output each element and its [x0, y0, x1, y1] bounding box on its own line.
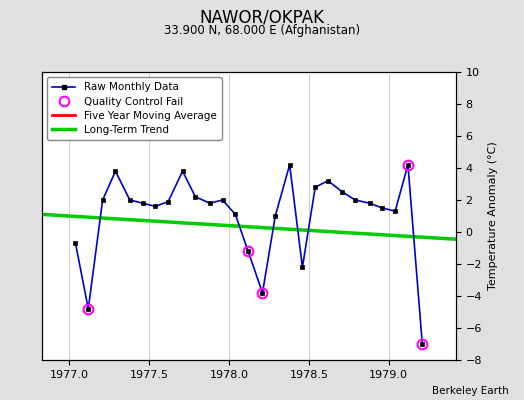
- Raw Monthly Data: [379, 206, 386, 210]
- Raw Monthly Data: [112, 169, 118, 174]
- Raw Monthly Data: [405, 162, 411, 167]
- Raw Monthly Data: [152, 204, 159, 209]
- Raw Monthly Data: [287, 162, 293, 167]
- Quality Control Fail: [259, 290, 266, 295]
- Text: 33.900 N, 68.000 E (Afghanistan): 33.900 N, 68.000 E (Afghanistan): [164, 24, 360, 37]
- Raw Monthly Data: [127, 198, 133, 202]
- Raw Monthly Data: [179, 169, 185, 174]
- Raw Monthly Data: [220, 198, 226, 202]
- Quality Control Fail: [419, 342, 425, 346]
- Raw Monthly Data: [259, 290, 266, 295]
- Raw Monthly Data: [272, 214, 278, 218]
- Quality Control Fail: [405, 162, 411, 167]
- Line: Raw Monthly Data: Raw Monthly Data: [73, 163, 424, 346]
- Raw Monthly Data: [339, 190, 345, 194]
- Raw Monthly Data: [352, 198, 358, 202]
- Raw Monthly Data: [312, 185, 319, 190]
- Raw Monthly Data: [366, 201, 373, 206]
- Text: NAWOR/OKPAK: NAWOR/OKPAK: [200, 8, 324, 26]
- Raw Monthly Data: [232, 212, 238, 217]
- Raw Monthly Data: [85, 306, 91, 311]
- Quality Control Fail: [245, 249, 251, 254]
- Raw Monthly Data: [206, 201, 213, 206]
- Text: Berkeley Earth: Berkeley Earth: [432, 386, 508, 396]
- Y-axis label: Temperature Anomaly (°C): Temperature Anomaly (°C): [488, 142, 498, 290]
- Legend: Raw Monthly Data, Quality Control Fail, Five Year Moving Average, Long-Term Tren: Raw Monthly Data, Quality Control Fail, …: [47, 77, 222, 140]
- Raw Monthly Data: [419, 342, 425, 346]
- Quality Control Fail: [85, 306, 91, 311]
- Raw Monthly Data: [192, 194, 199, 199]
- Raw Monthly Data: [72, 241, 79, 246]
- Raw Monthly Data: [165, 199, 171, 204]
- Raw Monthly Data: [100, 198, 106, 202]
- Raw Monthly Data: [392, 209, 398, 214]
- Raw Monthly Data: [139, 201, 146, 206]
- Raw Monthly Data: [245, 249, 251, 254]
- Line: Quality Control Fail: Quality Control Fail: [83, 160, 427, 349]
- Raw Monthly Data: [325, 178, 331, 183]
- Raw Monthly Data: [299, 265, 305, 270]
